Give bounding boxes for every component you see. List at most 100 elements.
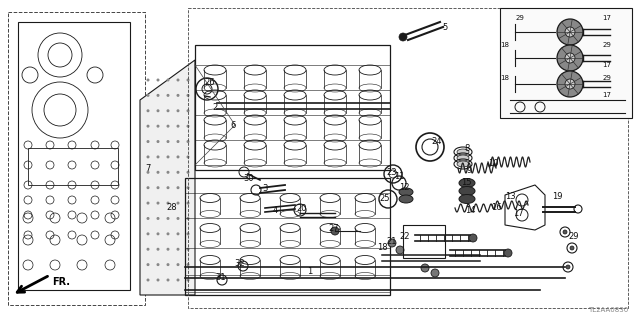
Polygon shape [500,8,632,118]
Text: 27: 27 [329,223,339,233]
Circle shape [166,125,170,128]
Ellipse shape [457,149,469,155]
Polygon shape [140,60,195,295]
Circle shape [177,140,179,143]
Circle shape [566,265,570,269]
Circle shape [147,278,150,282]
Circle shape [147,78,150,82]
Circle shape [166,217,170,220]
Circle shape [186,109,189,112]
Circle shape [157,156,159,158]
Circle shape [421,264,429,272]
Circle shape [166,263,170,266]
Circle shape [166,140,170,143]
Circle shape [157,278,159,282]
Text: 13: 13 [505,191,515,201]
Circle shape [177,78,179,82]
Circle shape [166,78,170,82]
Circle shape [177,202,179,204]
Circle shape [157,125,159,128]
Circle shape [177,156,179,158]
Ellipse shape [457,155,469,161]
Circle shape [166,248,170,251]
Ellipse shape [399,195,413,203]
Circle shape [147,109,150,112]
Text: 15: 15 [461,178,471,187]
Ellipse shape [459,195,475,204]
Circle shape [186,78,189,82]
Circle shape [557,71,583,97]
Circle shape [331,227,339,235]
Text: 21: 21 [387,236,397,245]
Ellipse shape [459,179,475,188]
Circle shape [157,78,159,82]
Circle shape [504,249,512,257]
Circle shape [157,171,159,174]
Text: 31: 31 [216,274,227,283]
Ellipse shape [399,188,413,196]
Text: 12: 12 [399,182,409,191]
Circle shape [186,248,189,251]
Circle shape [557,19,583,45]
Circle shape [177,232,179,235]
Text: FR.: FR. [52,277,70,287]
Circle shape [186,171,189,174]
Circle shape [469,234,477,242]
Circle shape [186,202,189,204]
Circle shape [399,33,407,41]
Text: 1: 1 [307,267,312,276]
Text: 24: 24 [432,137,442,146]
Text: 4: 4 [273,205,278,214]
Circle shape [157,202,159,204]
Circle shape [166,156,170,158]
Circle shape [147,156,150,158]
Circle shape [166,186,170,189]
Text: 23: 23 [387,167,397,177]
Circle shape [166,202,170,204]
Text: 17: 17 [602,62,611,68]
Circle shape [177,125,179,128]
Text: 29: 29 [603,42,611,48]
Text: 3: 3 [262,183,268,193]
Text: 11: 11 [394,172,404,180]
Text: 2: 2 [212,102,218,111]
Circle shape [147,186,150,189]
Text: 29: 29 [516,15,524,21]
Text: 5: 5 [442,22,447,31]
Circle shape [186,278,189,282]
Circle shape [147,125,150,128]
Circle shape [177,217,179,220]
Circle shape [186,263,189,266]
Circle shape [177,248,179,251]
Circle shape [157,263,159,266]
Text: 30: 30 [244,173,254,182]
Text: 17: 17 [602,15,611,21]
Text: 19: 19 [552,191,563,201]
Text: 9: 9 [467,165,472,174]
Circle shape [177,278,179,282]
Circle shape [563,230,567,234]
Text: 32: 32 [235,259,245,268]
Text: 10: 10 [488,158,499,167]
Circle shape [166,171,170,174]
Circle shape [570,246,574,250]
Text: 20: 20 [297,204,307,212]
Circle shape [157,94,159,97]
Circle shape [157,217,159,220]
Circle shape [177,94,179,97]
Text: 17: 17 [513,209,524,218]
Text: 16: 16 [491,203,501,212]
Circle shape [565,27,575,37]
Circle shape [147,140,150,143]
Circle shape [147,171,150,174]
Text: 6: 6 [230,121,236,130]
Text: 17: 17 [602,92,611,98]
Text: 18: 18 [377,243,387,252]
Circle shape [147,202,150,204]
Circle shape [147,217,150,220]
Circle shape [186,156,189,158]
Circle shape [177,263,179,266]
Circle shape [186,125,189,128]
Text: 29: 29 [603,75,611,81]
Circle shape [166,94,170,97]
